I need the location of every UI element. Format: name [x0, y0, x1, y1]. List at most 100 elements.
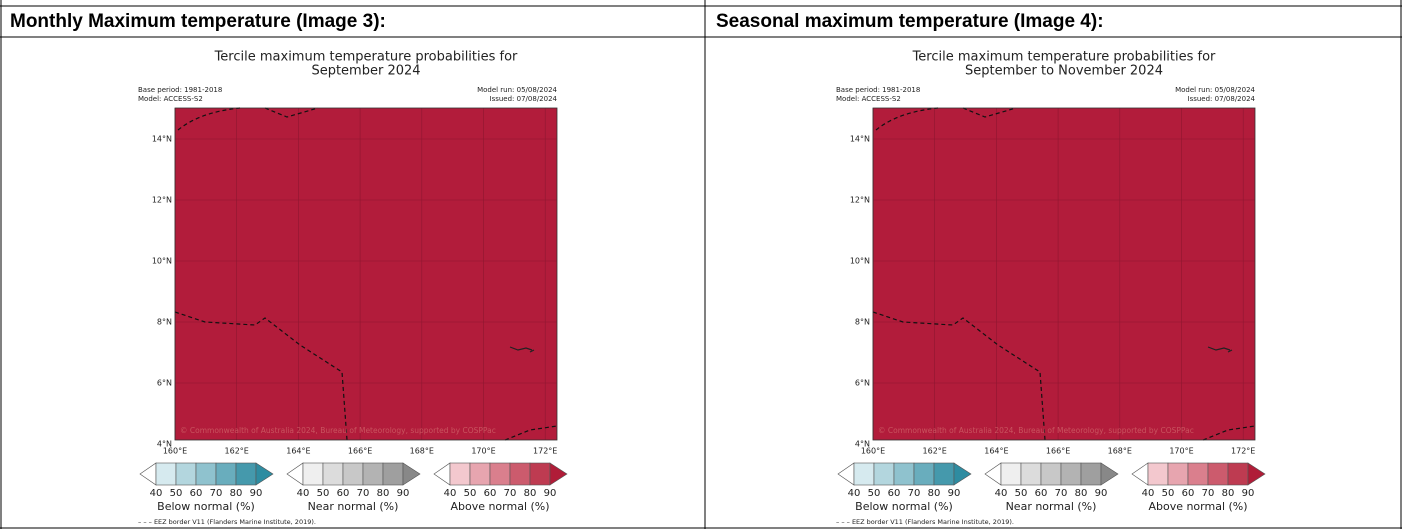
- lon-label: 172°E: [533, 447, 557, 456]
- copyright: © Commonwealth of Australia 2024, Bureau…: [878, 426, 1194, 435]
- colorbar-cell: [1207, 462, 1229, 486]
- colorbar-tick: 40: [848, 488, 861, 499]
- colorbar-tick: 50: [464, 488, 477, 499]
- lon-label: 170°E: [1169, 447, 1193, 456]
- colorbar-tick: 80: [230, 488, 243, 499]
- cell-header: Seasonal maximum temperature (Image 4):: [716, 11, 1104, 32]
- lon-label: 166°E: [348, 447, 372, 456]
- colorbar-arrow: [1247, 462, 1266, 486]
- colorbar-tick: 40: [444, 488, 457, 499]
- colorbar-label: Below normal (%): [855, 500, 953, 513]
- map-figure: Tercile maximum temperature probabilitie…: [138, 50, 568, 526]
- lat-label: 10°N: [850, 257, 870, 266]
- colorbar-tick: 50: [1162, 488, 1175, 499]
- map-title: September to November 2024: [965, 64, 1163, 79]
- lat-label: 4°N: [855, 440, 870, 449]
- lon-label: 168°E: [1108, 447, 1132, 456]
- lon-label: 164°E: [286, 447, 310, 456]
- map-title: Tercile maximum temperature probabilitie…: [214, 50, 518, 65]
- lat-label: 10°N: [152, 257, 172, 266]
- colorbar-tick: 60: [190, 488, 203, 499]
- colorbar-tick: 50: [317, 488, 330, 499]
- base-period: Base period: 1981-2018: [836, 86, 920, 94]
- eez-border: [174, 107, 558, 441]
- colorbar-label: Above normal (%): [1148, 500, 1247, 513]
- colorbar-tick: 50: [868, 488, 881, 499]
- colorbar-tick: 80: [377, 488, 390, 499]
- model-name: Model: ACCESS-S2: [836, 95, 901, 103]
- colorbar-cell: [302, 462, 324, 486]
- model-name: Model: ACCESS-S2: [138, 95, 203, 103]
- colorbar-cell: [449, 462, 471, 486]
- colorbar-cell: [175, 462, 197, 486]
- lon-label: 170°E: [471, 447, 495, 456]
- map-frame: [872, 107, 1256, 441]
- colorbar-cell: [1020, 462, 1042, 486]
- colorbar-tick: 60: [1035, 488, 1048, 499]
- colorbar-tick: 80: [928, 488, 941, 499]
- lat-label: 14°N: [152, 135, 172, 144]
- colorbar-arrow: [255, 462, 274, 486]
- lat-label: 6°N: [157, 379, 172, 388]
- colorbar-tick: 90: [250, 488, 263, 499]
- colorbar-cell: [913, 462, 935, 486]
- colorbar-arrow: [402, 462, 421, 486]
- lon-label: 166°E: [1046, 447, 1070, 456]
- lat-label: 12°N: [152, 196, 172, 205]
- cell-header: Monthly Maximum temperature (Image 3):: [10, 11, 386, 32]
- colorbar-tick: 90: [397, 488, 410, 499]
- colorbar-cell: [529, 462, 551, 486]
- footnote: – – – EEZ border V11 (Flanders Marine In…: [836, 518, 1014, 526]
- lat-label: 4°N: [157, 440, 172, 449]
- colorbar-cell: [933, 462, 955, 486]
- model-run: Model run: 05/08/2024: [1175, 86, 1255, 94]
- island: [509, 346, 535, 353]
- lon-label: 160°E: [163, 447, 187, 456]
- lat-label: 6°N: [855, 379, 870, 388]
- colorbar-tick: 60: [337, 488, 350, 499]
- colorbar-cell: [362, 462, 384, 486]
- colorbar-cell: [1060, 462, 1082, 486]
- colorbar-cell: [509, 462, 531, 486]
- island: [1207, 346, 1233, 353]
- colorbar-cell: [1227, 462, 1249, 486]
- colorbar-cell: [853, 462, 875, 486]
- colorbar-cell: [469, 462, 491, 486]
- colorbar-tick: 80: [1222, 488, 1235, 499]
- eez-border: [872, 107, 1256, 441]
- colorbar-cell: [342, 462, 364, 486]
- colorbar-cell: [235, 462, 257, 486]
- colorbar-cell: [1000, 462, 1022, 486]
- colorbar-tick: 80: [524, 488, 537, 499]
- lat-label: 12°N: [850, 196, 870, 205]
- colorbar-label: Above normal (%): [450, 500, 549, 513]
- colorbar-cell: [322, 462, 344, 486]
- colorbar-cell: [1080, 462, 1102, 486]
- map-title: Tercile maximum temperature probabilitie…: [912, 50, 1216, 65]
- map-area: [873, 108, 1255, 440]
- colorbar-cell: [1167, 462, 1189, 486]
- colorbar-label: Near normal (%): [1006, 500, 1097, 513]
- lon-label: 162°E: [225, 447, 249, 456]
- colorbar-cell: [155, 462, 177, 486]
- colorbar-tick: 40: [297, 488, 310, 499]
- map-frame: [174, 107, 558, 441]
- colorbar-arrow: [1100, 462, 1119, 486]
- colorbar-cell: [893, 462, 915, 486]
- colorbar-tick: 50: [170, 488, 183, 499]
- lat-label: 8°N: [855, 318, 870, 327]
- colorbar-tick: 70: [1055, 488, 1068, 499]
- colorbar-tick: 40: [995, 488, 1008, 499]
- lat-label: 14°N: [850, 135, 870, 144]
- colorbar-arrow: [953, 462, 972, 486]
- colorbar-tick: 60: [1182, 488, 1195, 499]
- colorbar-tick: 50: [1015, 488, 1028, 499]
- colorbar-tick: 70: [357, 488, 370, 499]
- colorbar-arrow: [549, 462, 568, 486]
- colorbar-cell: [489, 462, 511, 486]
- lon-label: 168°E: [410, 447, 434, 456]
- colorbar-label: Below normal (%): [157, 500, 255, 513]
- issued-date: Issued: 07/08/2024: [1188, 95, 1256, 103]
